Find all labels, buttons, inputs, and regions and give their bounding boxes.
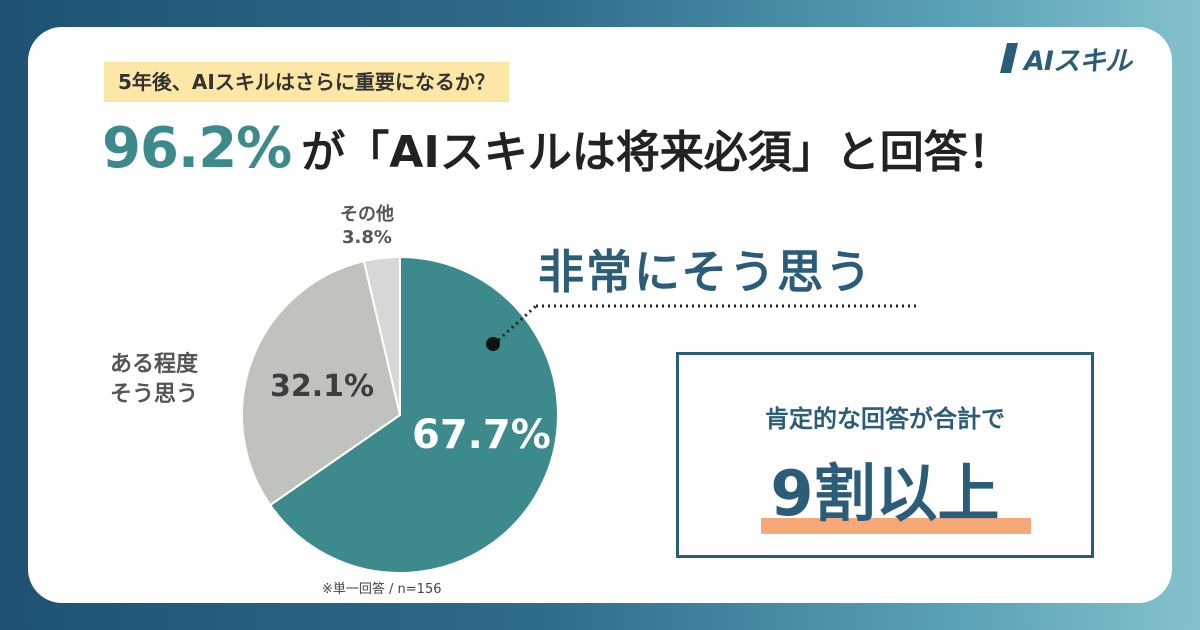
callout-line-diagonal — [492, 304, 538, 346]
pie-slice-somewhat — [241, 259, 402, 507]
slice-label-other-value: 3.8% — [342, 227, 392, 248]
slice-value-very: 67.7% — [412, 412, 551, 458]
slice-value-somewhat: 32.1% — [270, 369, 375, 404]
slice-label-somewhat-line2: そう思う — [110, 382, 199, 407]
pie-slice-other — [362, 255, 401, 416]
headline: 96.2% が「AIスキルは将来必須」と回答！ — [102, 116, 1012, 181]
slice-label-somewhat: ある程度 そう思う — [110, 350, 198, 410]
callout-label-very: 非常にそう思う — [538, 245, 874, 299]
slice-label-other-name: その他 — [340, 204, 394, 225]
question-banner: 5年後、AIスキルはさらに重要になるか？ — [104, 62, 509, 102]
summary-box: 肯定的な回答が合計で 9割以上 — [676, 352, 1094, 558]
pie-slice-very — [268, 255, 559, 574]
headline-percent: 96.2% — [102, 116, 292, 181]
headline-text: が「AIスキルは将来必須」と回答！ — [301, 127, 1012, 178]
pie-chart — [241, 255, 559, 574]
survey-note: ※単一回答 / n=156 — [322, 582, 442, 597]
slice-label-somewhat-line1: ある程度 — [110, 352, 199, 377]
brand-logo: AIスキル — [1000, 40, 1132, 77]
summary-line: 肯定的な回答が合計で — [765, 405, 1005, 433]
slice-label-other: その他 3.8% — [340, 203, 394, 249]
callout-connector — [486, 304, 916, 351]
summary-big-text: 9割以上 — [770, 457, 1000, 530]
callout-dot — [486, 337, 500, 351]
summary-highlight-bar — [761, 518, 1031, 534]
slash-logo-icon — [1000, 43, 1018, 73]
logo-text: AIスキル — [1024, 45, 1132, 77]
